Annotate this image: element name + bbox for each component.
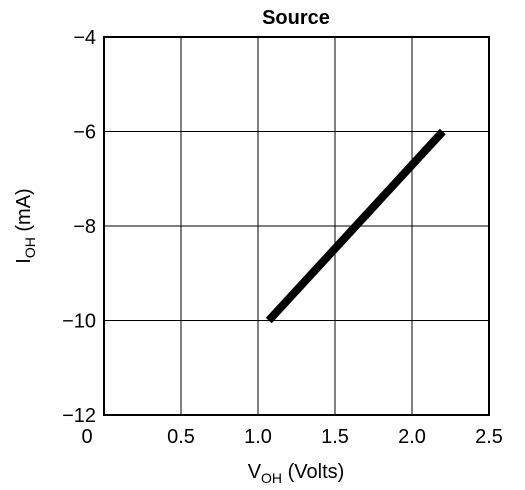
- x-tick-label: 1.5: [321, 426, 349, 448]
- x-axis-label-sub: OH: [261, 470, 282, 486]
- x-axis-label: VOH (Volts): [248, 461, 345, 486]
- chart-title: Source: [262, 7, 330, 29]
- y-axis-label-sub: OH: [22, 237, 38, 258]
- y-tick-label: −10: [62, 311, 96, 333]
- y-axis-label-suffix: (mA): [13, 188, 35, 237]
- y-tick-label: −8: [73, 216, 96, 238]
- x-tick-label: 2.0: [398, 426, 426, 448]
- series-layer: [265, 128, 446, 324]
- y-tick-label: −12: [62, 405, 96, 427]
- grid: [104, 37, 489, 415]
- y-tick-labels: −12 −10 −8 −6 −4: [62, 27, 96, 427]
- x-axis-label-base: V: [248, 461, 262, 483]
- plot-frame: [103, 36, 490, 416]
- y-axis-label: IOH (mA): [13, 188, 38, 263]
- x-tick-label: 0: [81, 426, 92, 448]
- y-axis-label-base: I: [13, 258, 35, 264]
- x-tick-label: 1.0: [244, 426, 272, 448]
- x-tick-labels: 0 0.5 1.0 1.5 2.0 2.5: [81, 426, 502, 448]
- y-tick-label: −4: [73, 27, 96, 49]
- y-tick-label: −6: [73, 122, 96, 144]
- series-line: [265, 128, 446, 324]
- x-axis-label-suffix: (Volts): [282, 461, 344, 483]
- x-tick-label: 2.5: [475, 426, 503, 448]
- x-tick-label: 0.5: [167, 426, 195, 448]
